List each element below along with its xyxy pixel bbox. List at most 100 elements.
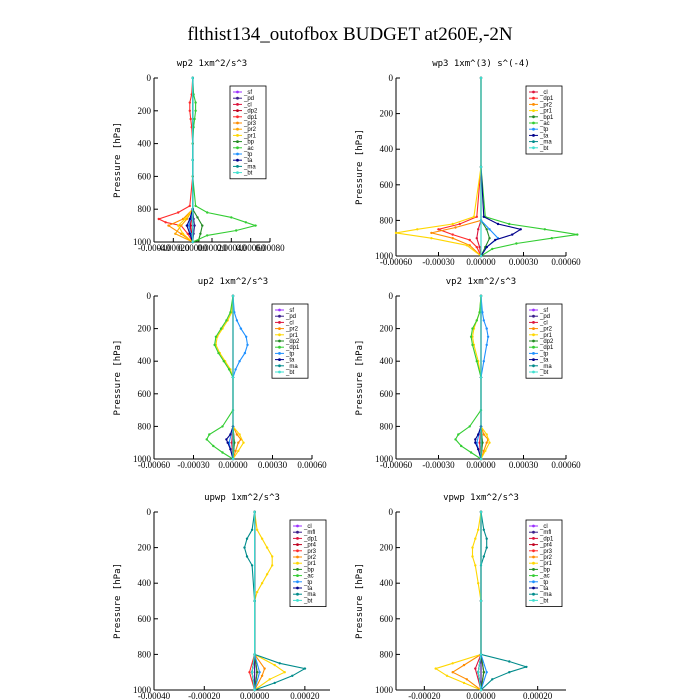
data-point	[245, 555, 249, 558]
data-point	[477, 448, 480, 451]
data-point	[185, 224, 189, 227]
legend-marker	[236, 121, 239, 125]
data-point	[519, 228, 522, 231]
data-point	[225, 438, 228, 441]
data-point	[451, 237, 454, 240]
x-tick-label: 0.00060	[551, 460, 581, 470]
legend-marker	[278, 352, 281, 355]
legend-entry: _pr2	[303, 555, 317, 561]
legend-marker	[296, 524, 299, 528]
y-tick-label: 0	[147, 507, 152, 517]
data-point	[244, 221, 247, 224]
data-point	[482, 319, 485, 322]
data-point	[278, 662, 281, 665]
data-point	[462, 681, 466, 685]
data-point	[485, 671, 488, 674]
data-point	[482, 555, 485, 558]
data-point	[491, 678, 494, 681]
legend-entry: _pr2	[243, 127, 257, 133]
y-tick-label: 1000	[375, 685, 394, 695]
legend-marker	[532, 568, 535, 571]
data-point	[186, 232, 189, 235]
data-point	[255, 528, 259, 531]
data-point	[179, 224, 183, 227]
y-tick-label: 600	[380, 389, 394, 399]
data-point	[283, 671, 286, 674]
data-point	[230, 441, 233, 444]
data-point	[511, 233, 514, 236]
data-point	[189, 117, 192, 121]
y-tick-label: 600	[380, 180, 394, 190]
y-tick-label: 1000	[133, 454, 152, 464]
data-point	[515, 242, 518, 245]
data-point	[260, 537, 264, 540]
data-point	[260, 582, 264, 585]
x-tick-label: -0.00020	[157, 243, 190, 253]
legend-marker	[236, 171, 239, 175]
y-tick-label: 600	[138, 389, 152, 399]
data-point	[485, 228, 488, 231]
data-point	[481, 311, 484, 314]
data-point	[253, 688, 256, 692]
legend-entry: _mfl	[539, 530, 551, 536]
data-point	[488, 441, 491, 444]
data-point	[245, 537, 249, 540]
legend-marker	[532, 103, 535, 106]
data-point	[451, 233, 454, 236]
legend-marker	[296, 580, 299, 584]
data-point	[445, 674, 449, 677]
legend-marker	[532, 96, 535, 100]
series-line-pr1	[434, 511, 482, 691]
legend-entry: _dp2	[243, 109, 258, 115]
data-point	[191, 76, 194, 80]
legend-marker	[532, 327, 535, 330]
data-point	[193, 117, 196, 121]
y-tick-label: 800	[380, 215, 394, 225]
legend-marker	[532, 561, 535, 565]
legend-entry: _bt	[243, 171, 253, 177]
legend-entry: _dp2	[539, 339, 554, 345]
legend-entry: _tp	[243, 152, 253, 158]
legend-marker	[296, 574, 299, 577]
data-point	[258, 671, 261, 674]
chart-panel-5: vpwp 1xm^2/s^3 0 200 400 600 800 1000 -0.00020 0…	[355, 493, 566, 700]
data-point	[229, 433, 232, 436]
data-point	[246, 343, 249, 347]
y-tick-label: 200	[380, 543, 394, 553]
legend-entry: _cl	[303, 524, 312, 530]
data-point	[485, 245, 488, 249]
legend-entry: _pr1	[285, 333, 299, 339]
y-tick-label: 600	[380, 614, 394, 624]
data-point	[468, 238, 471, 242]
data-point	[194, 109, 197, 113]
legend-marker	[236, 165, 239, 168]
legend-marker	[278, 321, 281, 324]
data-point	[167, 224, 170, 227]
data-point	[460, 444, 463, 448]
data-point	[235, 229, 238, 232]
data-point	[477, 433, 480, 436]
data-point	[394, 231, 398, 235]
data-point	[245, 335, 248, 338]
data-point	[242, 441, 245, 444]
legend-entry: _pr1	[539, 109, 553, 115]
legend-entry: _pr1	[243, 133, 257, 139]
data-point	[485, 343, 488, 347]
data-point	[462, 663, 466, 667]
data-point	[451, 671, 454, 674]
data-point	[253, 510, 256, 514]
legend-entry: _pr2	[539, 555, 553, 561]
data-point	[469, 335, 473, 338]
data-point	[471, 327, 474, 330]
data-point	[475, 360, 478, 363]
x-tick-label: 0.00000	[466, 257, 496, 267]
panel-title: vpwp 1xm^2/s^3	[443, 493, 519, 503]
data-point	[231, 457, 235, 461]
chart-panel-1: wp3 1xm^(3) s^(-4)02004006008001000-0.00…	[355, 59, 581, 267]
data-point	[485, 433, 488, 436]
legend-entry: _sf	[285, 308, 294, 314]
data-point	[482, 360, 485, 363]
panel-title: wp3 1xm^(3) s^(-4)	[432, 59, 530, 69]
y-tick-label: 200	[138, 106, 152, 116]
data-point	[234, 368, 237, 371]
